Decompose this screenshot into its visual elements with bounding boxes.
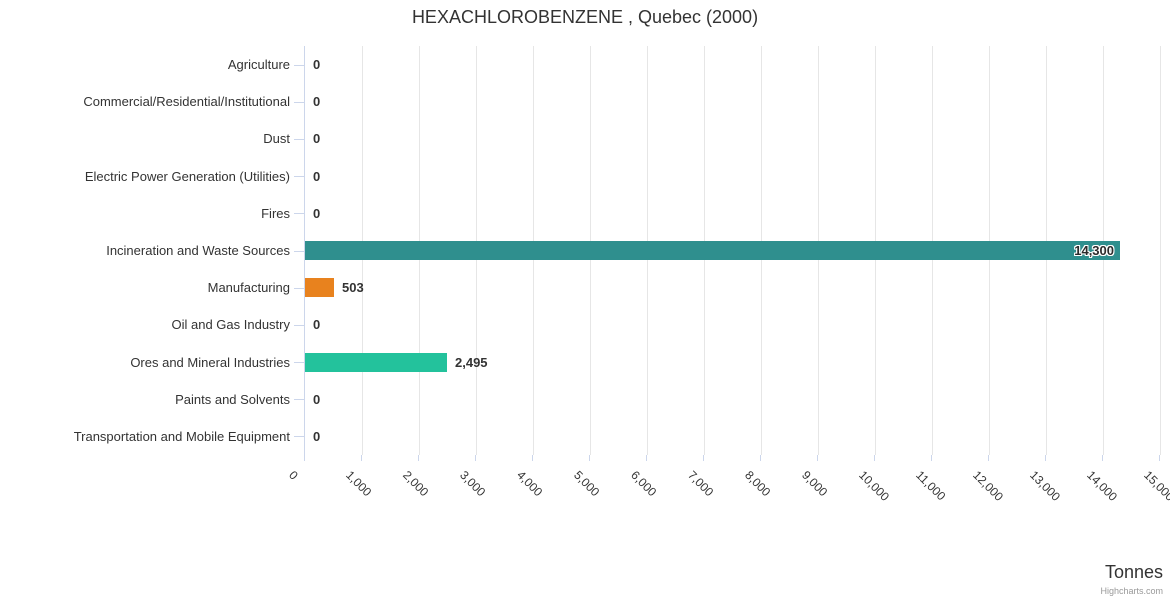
- value-axis-tick: [703, 455, 704, 461]
- value-axis-tick: [475, 455, 476, 461]
- value-axis-tick-label: 6,000: [628, 468, 660, 500]
- category-label: Dust: [263, 131, 290, 147]
- highcharts-credits-link[interactable]: Highcharts.com: [1100, 586, 1163, 596]
- value-axis-tick-label: 12,000: [970, 468, 1006, 504]
- value-axis-gridline: [1160, 46, 1161, 455]
- bar-value-label: 2,495: [455, 354, 488, 370]
- value-axis-tick-label: 0: [286, 468, 301, 483]
- value-axis-tick-label: 5,000: [571, 468, 603, 500]
- category-tick: [294, 102, 304, 103]
- value-axis-tick: [988, 455, 989, 461]
- category-label: Manufacturing: [207, 280, 290, 296]
- bar-value-label: 0: [313, 131, 321, 147]
- value-axis-tick: [817, 455, 818, 461]
- value-axis-tick: [418, 455, 419, 461]
- bar-value-label: 0: [313, 391, 321, 407]
- value-axis-tick: [1045, 455, 1046, 461]
- value-axis-tick-label: 4,000: [514, 468, 546, 500]
- value-axis-tick: [1159, 455, 1160, 461]
- value-axis-tick-label: 13,000: [1027, 468, 1063, 504]
- bar[interactable]: [305, 241, 1120, 260]
- value-axis-tick: [874, 455, 875, 461]
- value-axis-tick: [646, 455, 647, 461]
- value-axis-tick-label: 15,000: [1141, 468, 1170, 504]
- value-axis-tick: [304, 455, 305, 461]
- value-axis-tick: [1102, 455, 1103, 461]
- category-tick: [294, 436, 304, 437]
- value-axis-tick: [589, 455, 590, 461]
- value-axis-title: Tonnes: [1104, 562, 1163, 582]
- value-axis-tick-label: 2,000: [400, 468, 432, 500]
- value-axis-tick-label: 8,000: [742, 468, 774, 500]
- plot-area: 0 0 0 0 0 14,300 503 0 2,495 0 0: [304, 46, 1161, 455]
- category-label: Ores and Mineral Industries: [130, 354, 290, 370]
- bar-value-label: 0: [313, 205, 321, 221]
- bar-value-label: 0: [313, 428, 321, 444]
- category-label: Electric Power Generation (Utilities): [84, 168, 290, 184]
- category-tick: [294, 139, 304, 140]
- bar-value-label: 503: [342, 280, 364, 296]
- bar[interactable]: [305, 278, 334, 297]
- category-label: Transportation and Mobile Equipment: [73, 428, 290, 444]
- category-label: Commercial/Residential/Institutional: [83, 94, 290, 110]
- value-axis-tick-label: 11,000: [913, 468, 949, 504]
- category-tick: [294, 325, 304, 326]
- category-tick: [294, 288, 304, 289]
- bar[interactable]: [305, 353, 447, 372]
- category-label: Agriculture: [227, 57, 290, 73]
- category-tick: [294, 362, 304, 363]
- category-tick: [294, 176, 304, 177]
- bar-value-label: 14,300: [1074, 242, 1114, 258]
- category-label: Oil and Gas Industry: [171, 317, 291, 333]
- bar-value-label: 0: [313, 94, 321, 110]
- category-label: Incineration and Waste Sources: [106, 242, 290, 258]
- category-tick: [294, 65, 304, 66]
- value-axis-tick: [532, 455, 533, 461]
- value-axis-tick: [760, 455, 761, 461]
- value-axis-tick-label: 14,000: [1084, 468, 1120, 504]
- category-label: Paints and Solvents: [175, 391, 290, 407]
- bar-value-label: 0: [313, 57, 321, 73]
- value-axis-tick: [931, 455, 932, 461]
- value-axis-tick-label: 3,000: [457, 468, 489, 500]
- value-axis-tick: [361, 455, 362, 461]
- value-axis-tick-label: 1,000: [343, 468, 375, 500]
- value-axis-tick-label: 9,000: [799, 468, 831, 500]
- bar-value-label: 0: [313, 168, 321, 184]
- value-axis-tick-label: 10,000: [856, 468, 892, 504]
- category-tick: [294, 251, 304, 252]
- bar-value-label: 0: [313, 317, 321, 333]
- value-axis-tick-label: 7,000: [685, 468, 717, 500]
- category-tick: [294, 213, 304, 214]
- chart-title: HEXACHLOROBENZENE , Quebec (2000): [411, 7, 759, 27]
- category-tick: [294, 399, 304, 400]
- category-label: Fires: [261, 205, 290, 221]
